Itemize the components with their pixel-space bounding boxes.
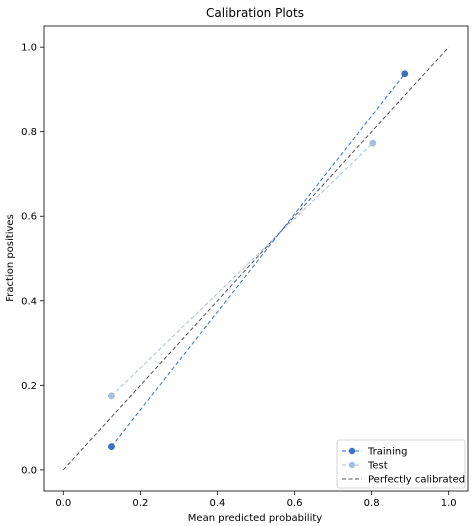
legend-training-marker: [348, 447, 356, 455]
training-point: [108, 443, 115, 451]
x-tick-label: 0.8: [364, 498, 380, 509]
chart-title: Calibration Plots: [206, 6, 304, 20]
legend-frame: [336, 439, 466, 489]
test-line: [111, 142, 374, 397]
y-tick-label: 0.8: [21, 127, 37, 138]
y-tick-label: 0.6: [21, 212, 37, 223]
legend: Training Test Perfectly calibrated: [336, 439, 466, 489]
x-tick-label: 0.6: [287, 498, 303, 509]
x-tick-label: 0.2: [132, 498, 148, 509]
y-axis-label: Fraction positives: [5, 214, 16, 302]
test-point: [369, 139, 377, 147]
legend-perfectly-calibrated-label: Perfectly calibrated: [368, 475, 465, 486]
x-tick-label: 0.0: [55, 498, 71, 509]
x-tick-label: 0.4: [210, 498, 226, 509]
plot-frame: [43, 25, 469, 492]
training-point: [401, 70, 409, 78]
x-tick-label: 1.0: [441, 498, 457, 509]
y-tick-label: 0.4: [21, 296, 37, 307]
legend-training-label: Training: [367, 447, 407, 458]
training-line: [111, 73, 406, 447]
perfectly-calibrated-line: [62, 46, 450, 471]
y-axis-ticks: 0.0 0.2 0.4 0.6 0.8 1.0: [21, 43, 44, 476]
test-point: [108, 392, 115, 400]
legend-test-label: Test: [367, 461, 388, 472]
legend-test-marker: [348, 461, 356, 469]
y-tick-label: 0.2: [21, 381, 37, 392]
series-layer: [62, 46, 450, 471]
x-axis-label: Mean predicted probability: [188, 513, 322, 524]
y-tick-label: 0.0: [21, 465, 37, 476]
y-tick-label: 1.0: [21, 43, 37, 54]
x-axis-ticks: 0.0 0.2 0.4 0.6 0.8 1.0: [55, 491, 457, 509]
